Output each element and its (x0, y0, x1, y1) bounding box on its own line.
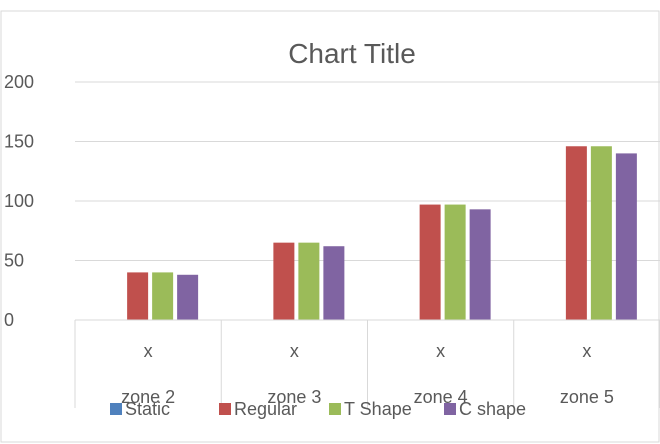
bar-regular (273, 242, 295, 320)
legend: Static Regular T Shape C shape (110, 399, 526, 419)
x-tick-label: zone 5 (560, 387, 614, 407)
bar-t-shape (298, 242, 320, 320)
bar-t-shape (590, 146, 612, 320)
x-tick-label-top: x (144, 341, 153, 361)
legend-label: Regular (234, 399, 297, 419)
x-tick-label: zone 4 (414, 387, 468, 407)
bar-c-shape (177, 274, 199, 320)
y-tick-label: 100 (4, 191, 34, 211)
legend-label: Static (125, 399, 170, 419)
legend-swatch (219, 403, 231, 415)
chart-border (0, 10, 660, 443)
y-tick-label: 200 (4, 72, 34, 92)
legend-label: T Shape (344, 399, 412, 419)
bar-t-shape (444, 204, 466, 320)
x-tick-label-top: x (436, 341, 445, 361)
bar-c-shape (469, 209, 491, 320)
gridlines (75, 81, 660, 261)
x-tick-label: zone 3 (267, 387, 321, 407)
bars (127, 146, 637, 320)
bar-regular (419, 204, 441, 320)
chart-title: Chart Title (288, 38, 416, 69)
x-tick-label: zone 2 (121, 387, 175, 407)
y-tick-label: 50 (4, 251, 24, 271)
legend-swatch (329, 403, 341, 415)
x-axis: x zone 2 x zone 3 x zone 4 x zone 5 (74, 319, 660, 408)
bar-regular (565, 146, 587, 320)
y-tick-label: 150 (4, 132, 34, 152)
x-tick-label-top: x (582, 341, 591, 361)
bar-c-shape (615, 153, 637, 320)
x-tick-label-top: x (290, 341, 299, 361)
legend-swatch (110, 403, 122, 415)
legend-label: C shape (459, 399, 526, 419)
y-tick-label: 0 (4, 310, 14, 330)
bar-t-shape (152, 272, 174, 320)
bar-regular (127, 272, 149, 320)
bar-c-shape (323, 246, 345, 320)
legend-swatch (444, 403, 456, 415)
y-axis-ticks: 0 50 100 150 200 (4, 72, 34, 330)
